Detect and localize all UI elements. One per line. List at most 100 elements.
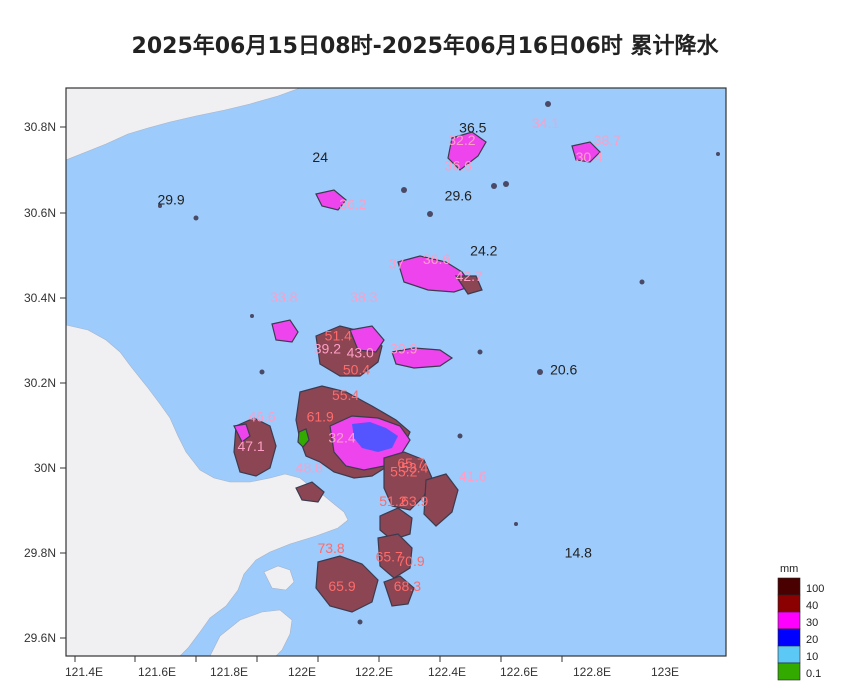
station-value-label: 39.2 <box>314 340 341 356</box>
station-value-label: 70.9 <box>397 553 424 569</box>
station-value-label: 63.9 <box>401 493 428 509</box>
y-tick-label: 29.8N <box>24 546 56 560</box>
island-north-magenta <box>349 325 385 353</box>
station-value-label: 41.6 <box>459 468 486 484</box>
coast-island-west <box>263 565 295 591</box>
station-value-label: 73.8 <box>317 540 344 556</box>
islet <box>491 183 497 189</box>
island-rain-blue <box>352 422 398 452</box>
station-value-label: 32.2 <box>448 132 475 148</box>
station-value-label: 46.6 <box>248 408 275 424</box>
islet <box>514 522 518 526</box>
islet <box>250 314 254 318</box>
islet <box>477 349 483 355</box>
station-value-label: 38.7 <box>594 132 621 148</box>
island-south-east-b <box>423 473 459 527</box>
x-tick-label: 121.6E <box>138 665 176 679</box>
station-value-label: 50.4 <box>343 362 370 378</box>
station-value-label: 29.9 <box>157 192 184 208</box>
island-mid-north-dark <box>454 275 483 295</box>
legend-level-label: 10 <box>806 651 818 663</box>
x-tick-label: 123E <box>651 665 679 679</box>
legend-level-label: 40 <box>806 600 818 612</box>
station-value-label: 48.8 <box>296 459 323 475</box>
legend-swatch <box>777 577 801 596</box>
y-tick-label: 30.4N <box>24 291 56 305</box>
station-value-label: 53.4 <box>401 459 428 475</box>
station-value-label: 51.2 <box>379 493 406 509</box>
station-value-label: 39.9 <box>390 340 417 356</box>
y-tick-label: 30.6N <box>24 206 56 220</box>
station-value-label: 38.3 <box>350 289 377 305</box>
island-far-north-east <box>571 141 601 163</box>
x-tick-label: 122.8E <box>573 665 611 679</box>
legend-swatch <box>777 611 801 630</box>
legend: mm 100 40 30 20 10 0.1 <box>777 563 824 681</box>
station-value-label: 55.2 <box>390 464 417 480</box>
mainland-coast <box>66 88 301 161</box>
x-tick-label: 122.2E <box>355 665 393 679</box>
x-tick-label: 122.4E <box>428 665 466 679</box>
station-value-label: 34.1 <box>532 115 559 131</box>
map-frame <box>65 87 727 657</box>
station-value-label: 37 <box>389 255 405 271</box>
map-title: 2025年06月15日08时-2025年06月16日06时 累计降水 <box>131 34 719 59</box>
station-value-label: 29.6 <box>445 187 472 203</box>
islet <box>503 181 509 187</box>
legend-level-label: 0.1 <box>806 668 821 680</box>
station-value-label: 68.3 <box>394 578 421 594</box>
station-value-label: 42.7 <box>456 268 483 284</box>
x-tick-label: 121.4E <box>65 665 103 679</box>
station-value-label: 36.6 <box>423 251 450 267</box>
station-value-label: 65.7 <box>376 549 403 565</box>
y-tick-label: 30.8N <box>24 120 56 134</box>
y-tick-label: 29.6N <box>24 631 56 645</box>
x-tick-label: 122.6E <box>500 665 538 679</box>
station-value-label: 43.0 <box>347 345 374 361</box>
legend-swatch <box>777 662 801 681</box>
station-value-label: 32.4 <box>328 430 355 446</box>
legend-swatch <box>777 628 801 647</box>
station-value-label: 20.6 <box>550 362 577 378</box>
small-islets <box>158 101 720 625</box>
islet <box>427 211 433 217</box>
islet <box>259 369 265 375</box>
islet <box>639 279 645 285</box>
island-lake-small <box>297 428 310 448</box>
station-value-label: 65.7 <box>397 455 424 471</box>
island-south-xiangshan <box>315 555 379 613</box>
hangzhou-bay-shore <box>209 609 293 656</box>
legend-swatch <box>777 594 801 613</box>
x-tick-label: 121.8E <box>210 665 248 679</box>
station-value-label: 24 <box>312 149 328 165</box>
islet <box>545 101 551 107</box>
island-south-b <box>383 575 415 607</box>
island-south-east-a <box>383 451 433 511</box>
y-tick-label: 30N <box>34 461 56 475</box>
y-tick-label: 30.2N <box>24 376 56 390</box>
station-value-label: 61.9 <box>307 408 334 424</box>
islet <box>716 152 720 156</box>
islet <box>158 204 162 208</box>
legend-level-label: 20 <box>806 634 818 646</box>
y-axis: 30.8N 30.6N 30.4N 30.2N 30N 29.8N 29.6N <box>24 120 66 645</box>
map-area: 24 29.9 36.532.2 36.6 34.1 38.730.4 29.6 36.2 24… <box>66 88 726 656</box>
station-value-label: 47.1 <box>237 438 264 454</box>
island-small-west-north <box>271 319 299 343</box>
x-axis: 121.4E 121.6E 121.8E 122E 122.2E 122.4E … <box>65 656 679 679</box>
station-value-label: 55.4 <box>332 387 359 403</box>
islet <box>537 369 543 375</box>
rain-islands <box>233 131 601 613</box>
x-tick-label: 122E <box>288 665 316 679</box>
station-value-label: 33.8 <box>270 289 297 305</box>
island-far-north <box>447 131 487 171</box>
station-value-label: 24.2 <box>470 243 497 259</box>
station-value-label: 36.2 <box>339 196 366 212</box>
station-value-label: 14.8 <box>565 544 592 560</box>
station-value-labels: 24 29.9 36.532.2 36.6 34.1 38.730.4 29.6 36.2 24… <box>157 115 621 594</box>
island-east-strip <box>391 347 454 369</box>
island-west-magenta <box>233 423 251 443</box>
station-value-label: 65.9 <box>328 578 355 594</box>
island-south-a <box>377 533 413 579</box>
